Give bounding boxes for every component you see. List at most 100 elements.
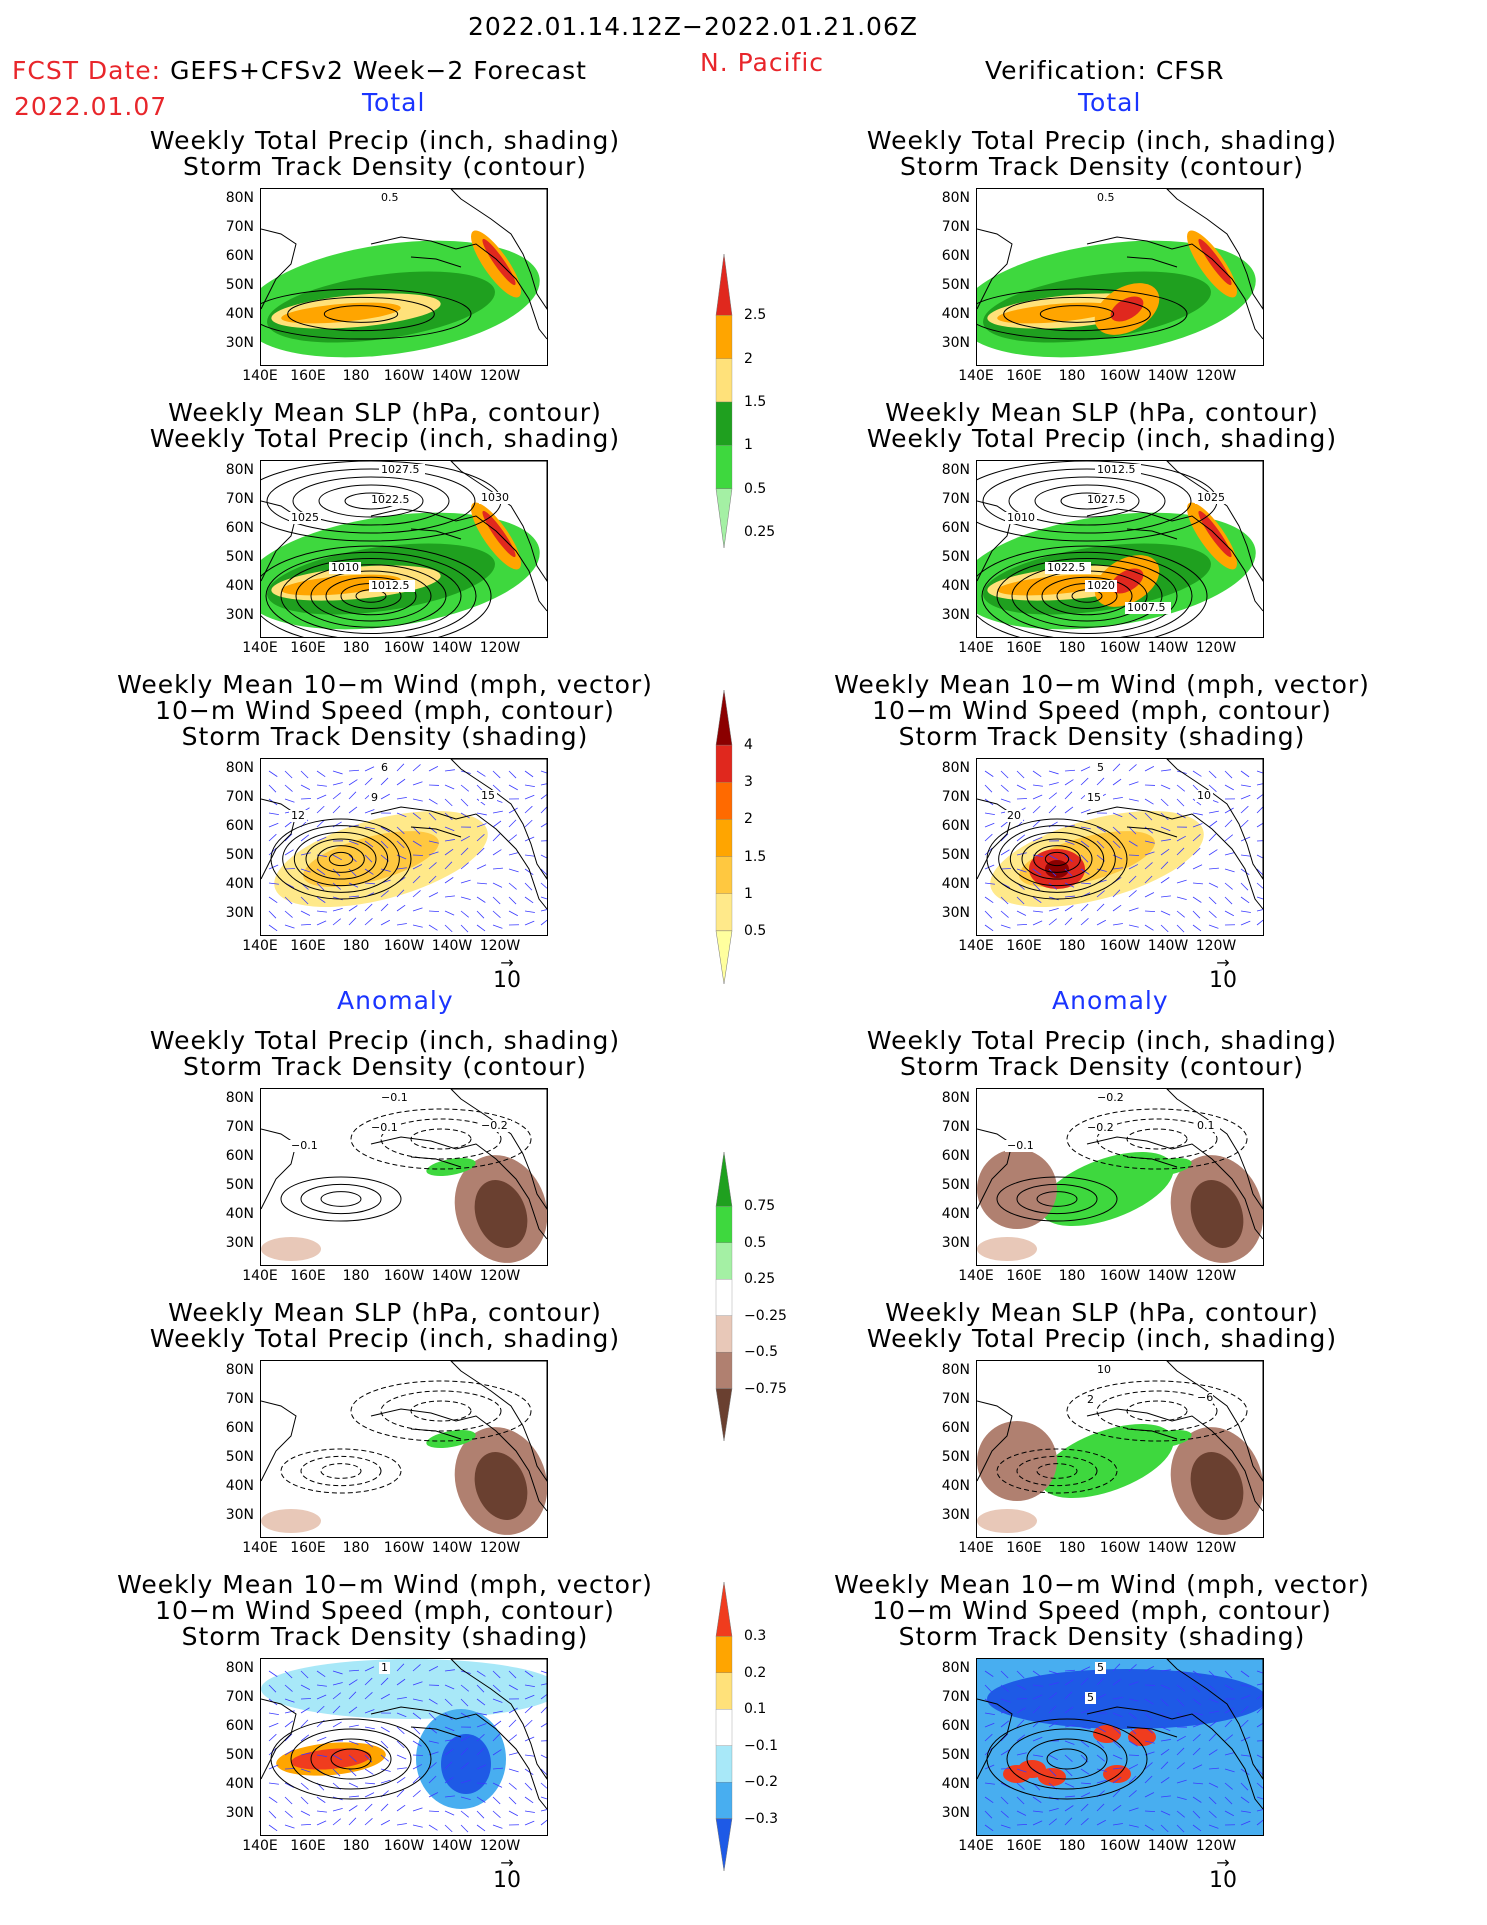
wind-vector [492, 820, 502, 828]
contour-line [280, 1176, 402, 1222]
wind-vector [300, 1796, 309, 1805]
coastline [261, 1128, 297, 1210]
lon-tick-label: 140W [1147, 1838, 1189, 1854]
wind-vector [1176, 812, 1186, 819]
wind-vector [1256, 1740, 1263, 1742]
wind-vector [1096, 1779, 1107, 1784]
lon-tick-label: 120W [479, 640, 521, 656]
colorbar-storm_anom [715, 1581, 733, 1872]
vector-reference: → 10 [482, 1855, 532, 1894]
wind-vector [1080, 1677, 1089, 1686]
wind-vector [380, 1740, 389, 1749]
lat-tick-label: 70N [225, 1391, 254, 1407]
wind-vector [1208, 1824, 1219, 1829]
vf-slp-title: Weekly Mean SLP (hPa, contour) Weekly To… [862, 400, 1342, 452]
colorbar-cap [715, 1151, 733, 1207]
lon-tick-label: 160W [1099, 1268, 1141, 1284]
wind-vector [364, 1792, 375, 1798]
coastline [977, 500, 1013, 582]
wind-vector [1112, 867, 1123, 870]
wind-vector [508, 1796, 517, 1805]
colorbar-label: 0.75 [744, 1198, 776, 1215]
lon-tick-label: 120W [479, 938, 521, 954]
wind-vector [348, 1754, 357, 1762]
wind-vector [524, 1796, 534, 1804]
wind-vector [1016, 1768, 1027, 1773]
wind-vector [1224, 1752, 1235, 1756]
wind-vector [492, 910, 501, 918]
wind-vector [508, 1670, 517, 1679]
vf-panom-title: Weekly Total Precip (inch, shading) Stor… [862, 1028, 1342, 1080]
title-line: 10−m Wind Speed (mph, contour) [872, 696, 1332, 725]
wind-vector [492, 1782, 503, 1788]
lat-tick-label: 80N [225, 1090, 254, 1106]
wind-vector [380, 1803, 389, 1812]
wind-vector [460, 1810, 469, 1818]
wind-vector [1080, 903, 1089, 912]
wind-vector [412, 764, 421, 772]
wind-vector [1096, 1819, 1106, 1826]
wind-vector [412, 1807, 423, 1812]
lon-tick-label: 160E [1006, 368, 1042, 384]
contour-label: −0.2 [1087, 1121, 1114, 1134]
lat-tick-label: 40N [225, 578, 254, 594]
contour-label: 1022.5 [371, 493, 410, 506]
wind-vector [540, 783, 547, 786]
wind-vector [396, 1754, 407, 1760]
wind-vector [476, 847, 485, 856]
wind-vector [1128, 1681, 1139, 1686]
wind-vector [348, 905, 358, 912]
wind-vector [540, 1722, 547, 1728]
wind-vector [492, 1670, 501, 1679]
wind-vector [268, 1782, 279, 1785]
lon-tick-label: 160E [290, 640, 326, 656]
contour-label-bg [369, 1122, 401, 1134]
wind-vector [268, 1733, 277, 1742]
lon-tick-label: 140E [958, 1838, 994, 1854]
precip-anom-wet [1040, 1152, 1174, 1226]
wind-vector [268, 833, 277, 842]
contour-label: 0.5 [1097, 191, 1115, 204]
lon-tick-label: 160E [290, 1540, 326, 1556]
coastline [370, 1408, 547, 1512]
contour-label: 5 [1097, 1661, 1104, 1674]
fcst-date-label: FCST Date: [12, 56, 162, 85]
title-line: Weekly Mean SLP (hPa, contour) [885, 1298, 1319, 1327]
wind-vector [1128, 840, 1138, 847]
lon-tick-label: 140W [431, 640, 473, 656]
wind-vector [1032, 819, 1041, 828]
lat-tick-label: 30N [941, 905, 970, 921]
wind-vector [332, 782, 343, 786]
wind-vector [332, 1670, 343, 1675]
wind-vector [428, 1810, 440, 1812]
lat-tick-label: 80N [225, 1660, 254, 1676]
colorbar-precip_total [715, 253, 733, 549]
wind-vector [444, 1795, 455, 1798]
wind-vector [1048, 782, 1059, 786]
colorbar-segment [715, 1242, 733, 1280]
wind-vector [1048, 1721, 1058, 1728]
lat-tick-label: 40N [941, 876, 970, 892]
wind-vector [412, 864, 423, 870]
wind-vector [348, 840, 359, 845]
wind-vector [348, 791, 357, 800]
wind-vector [524, 1719, 533, 1728]
colorbar-label: 0.2 [744, 1664, 767, 1681]
wind-vector [268, 924, 278, 932]
wind-vector [268, 1712, 279, 1715]
wind-vector [1096, 890, 1105, 898]
wind-vector [524, 784, 535, 788]
wind-vector [1256, 822, 1263, 828]
contour-label: 1020 [1087, 579, 1115, 592]
colorbar-segment [715, 782, 733, 820]
wind-vector [460, 1698, 469, 1707]
wind-vector [364, 1740, 374, 1748]
contour-line [1016, 1455, 1098, 1487]
wind-vector [1144, 812, 1153, 821]
wind-vector [268, 864, 279, 870]
wind-vector [444, 861, 453, 870]
wind-vector [508, 770, 517, 779]
wind-vector [1224, 770, 1233, 779]
wind-vector [1208, 1684, 1217, 1693]
wind-vector [444, 839, 455, 842]
